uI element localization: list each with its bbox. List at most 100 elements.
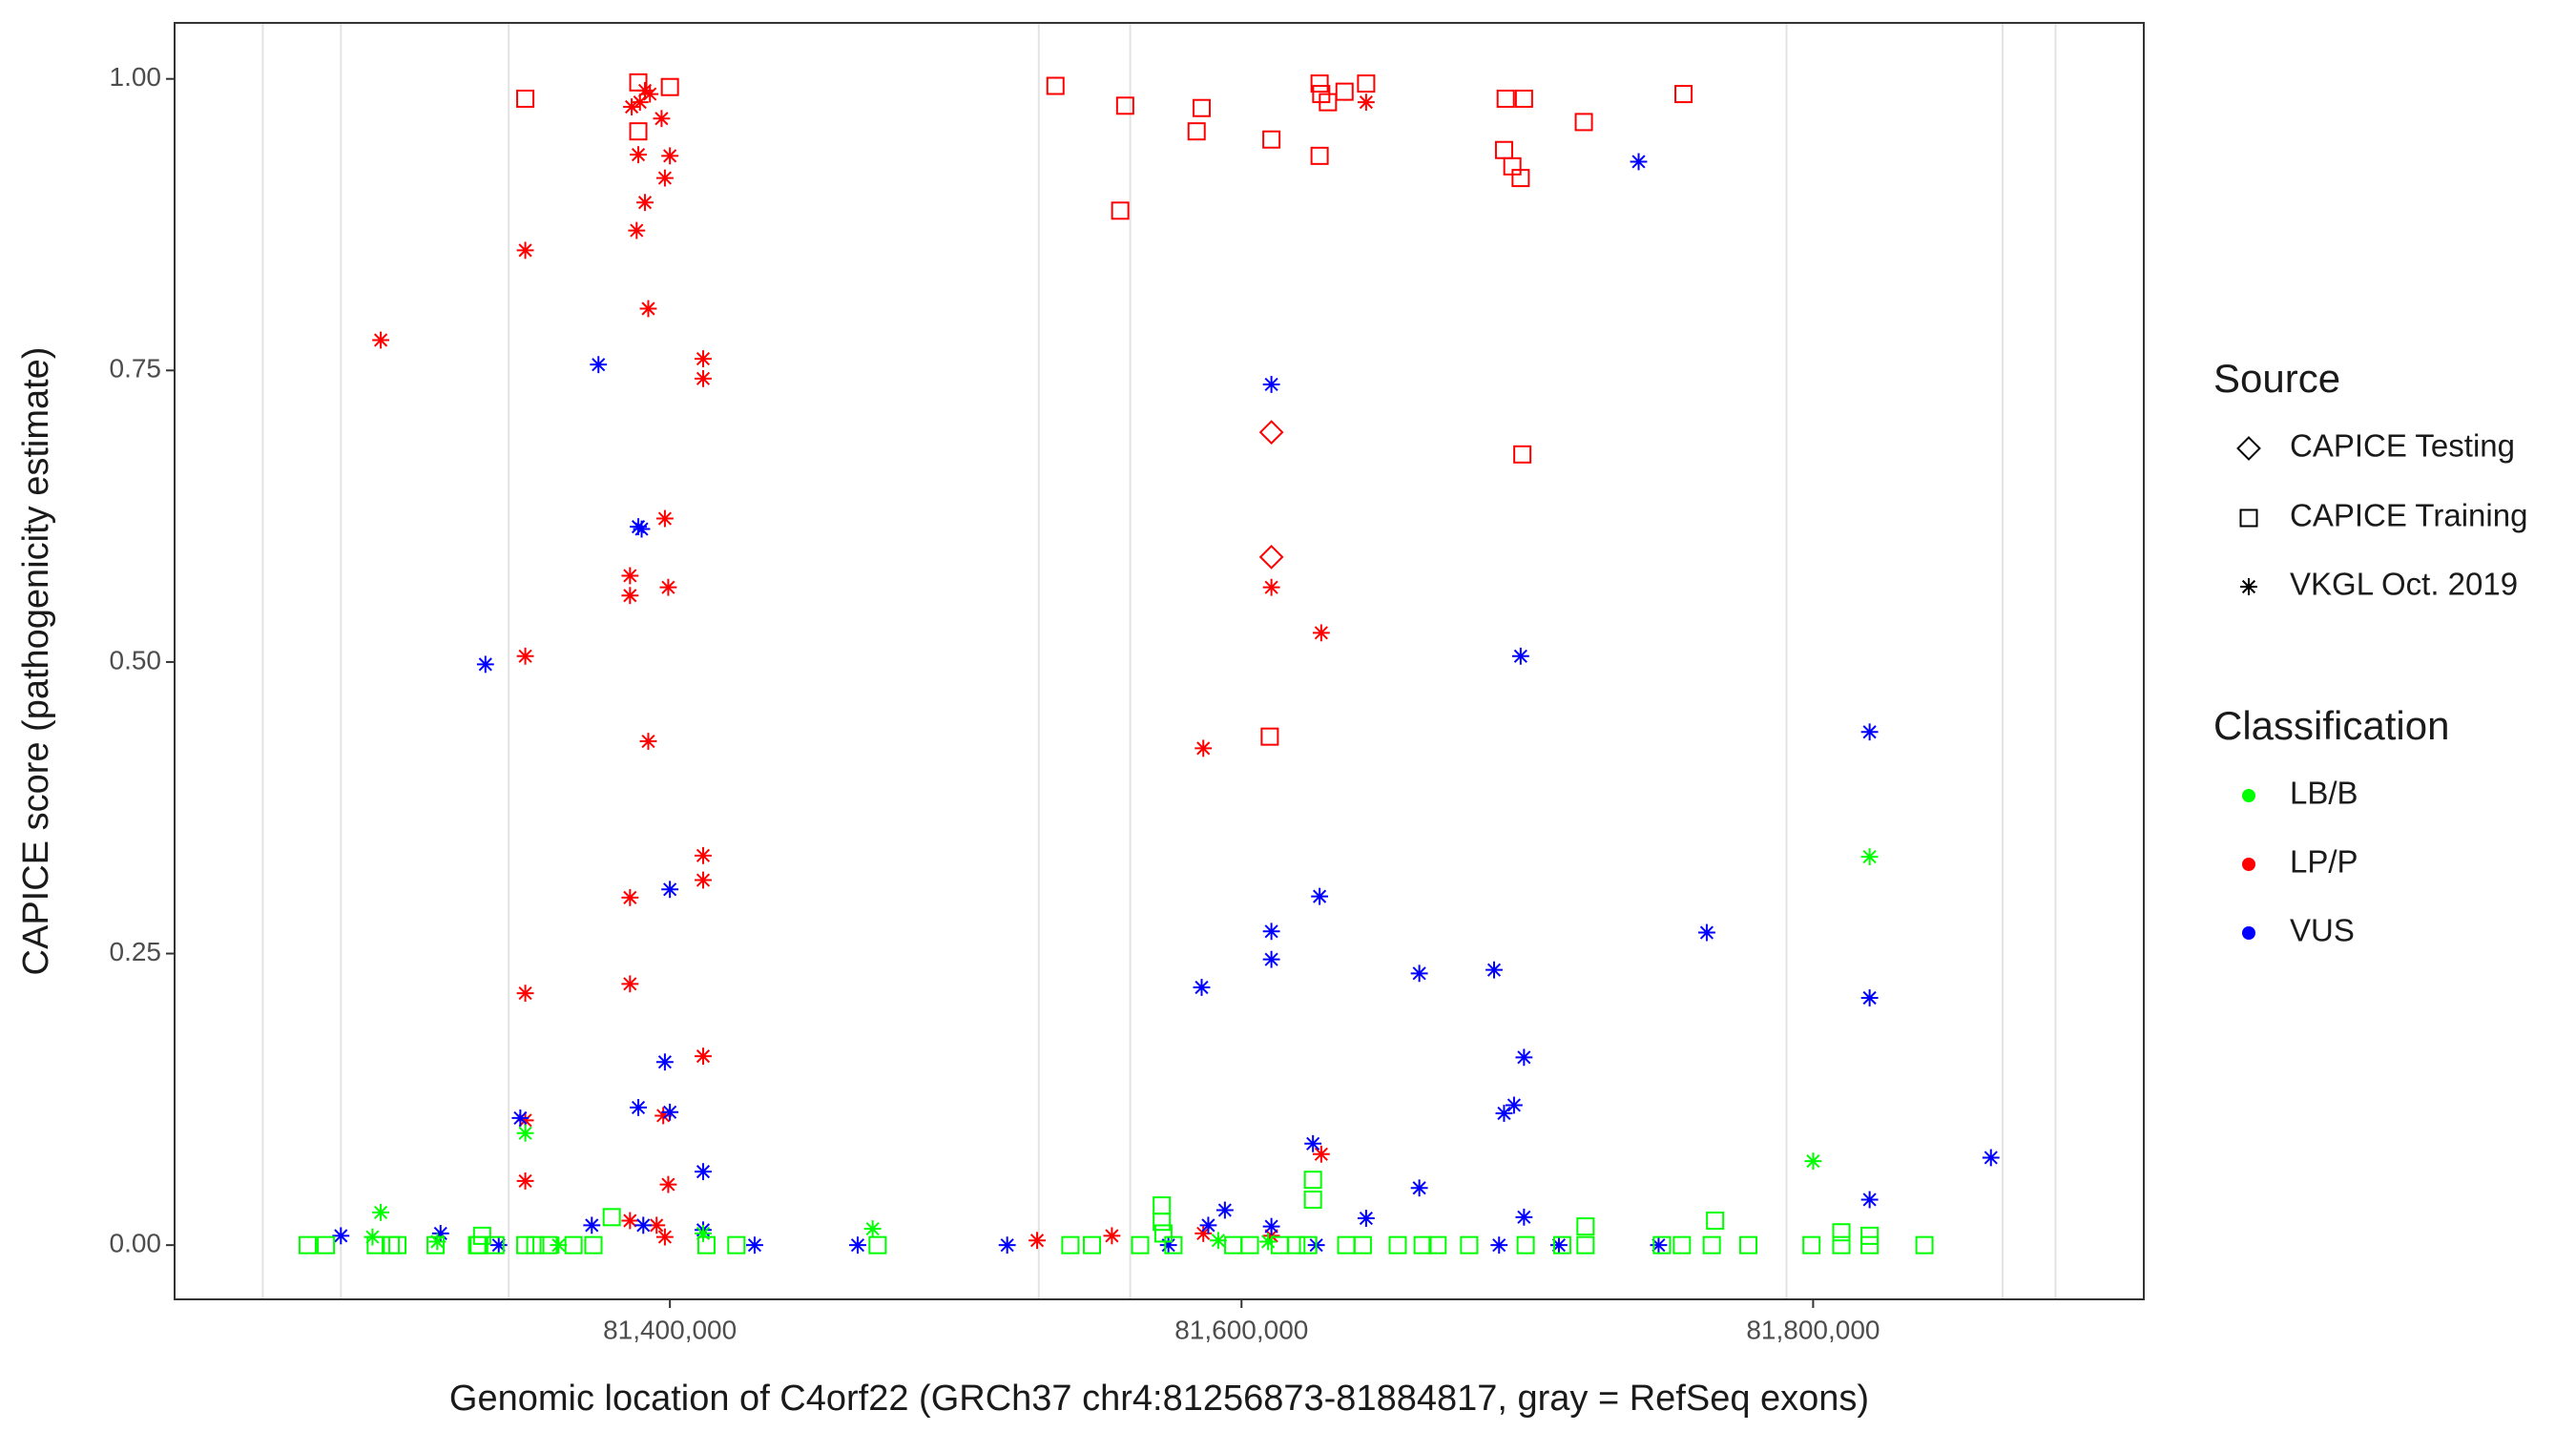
point: [863, 1220, 882, 1237]
point: [1310, 146, 1329, 165]
point: [1511, 169, 1530, 188]
asterisk-stroke: [1984, 1151, 1998, 1165]
point: [1357, 93, 1375, 112]
point: [1574, 113, 1593, 132]
asterisk-stroke: [1264, 924, 1278, 939]
asterisk-stroke: [1105, 1229, 1119, 1243]
asterisk-stroke: [1412, 1181, 1426, 1195]
asterisk-stroke: [513, 1110, 528, 1125]
point: [1576, 1235, 1595, 1255]
asterisk-stroke: [478, 657, 492, 672]
legend-symbol: [2240, 578, 2257, 595]
asterisk-stroke: [1264, 952, 1278, 966]
point: [1706, 1211, 1725, 1230]
point: [1490, 1236, 1508, 1255]
point: [1260, 727, 1279, 746]
y-tick-label: 0.00: [110, 1229, 162, 1258]
asterisk-stroke: [1486, 963, 1502, 977]
point: [1209, 1232, 1227, 1250]
point: [1516, 1235, 1535, 1255]
asterisk-stroke: [641, 734, 655, 749]
asterisk-stroke: [661, 580, 675, 594]
point: [636, 81, 654, 99]
point: [1262, 923, 1280, 941]
point: [1674, 85, 1693, 104]
asterisk-stroke: [518, 986, 532, 1001]
point: [366, 1235, 385, 1255]
point: [696, 1235, 716, 1255]
asterisk-stroke: [1359, 95, 1373, 110]
point: [695, 871, 712, 889]
x-tick-label: 81,600,000: [1174, 1315, 1308, 1344]
asterisk-stroke: [1264, 580, 1278, 594]
asterisk-stroke: [1211, 1234, 1225, 1248]
asterisk-stroke: [373, 333, 388, 347]
asterisk-stroke: [1497, 1106, 1511, 1121]
point: [1428, 1235, 1447, 1255]
point: [583, 1216, 601, 1234]
point: [1860, 848, 1879, 865]
point: [655, 169, 674, 187]
point: [516, 985, 534, 1003]
asterisk-stroke: [696, 873, 711, 887]
asterisk-stroke: [373, 1205, 388, 1220]
point: [1083, 1235, 1102, 1255]
x-tick-label: 81,400,000: [603, 1315, 737, 1344]
point: [633, 520, 651, 538]
point: [630, 146, 647, 164]
point: [1410, 964, 1428, 983]
point: [472, 1226, 491, 1245]
point: [639, 300, 657, 318]
point: [1832, 1223, 1851, 1242]
point: [1576, 1217, 1595, 1236]
asterisk-stroke: [1862, 849, 1877, 864]
point: [298, 1235, 317, 1255]
point: [1311, 887, 1329, 905]
asterisk-stroke: [518, 1173, 532, 1189]
point: [1335, 82, 1354, 101]
asterisk-stroke: [518, 1126, 532, 1140]
point: [1115, 96, 1134, 115]
legend-symbol: [2239, 508, 2258, 528]
point: [695, 369, 712, 387]
point: [590, 356, 608, 374]
asterisk-stroke: [1506, 1098, 1521, 1112]
point: [516, 241, 534, 259]
point: [1192, 98, 1211, 117]
point: [641, 85, 659, 103]
point: [489, 1236, 508, 1255]
asterisk-stroke: [1492, 1238, 1506, 1253]
point: [1860, 1226, 1880, 1245]
y-tick-label: 1.00: [110, 62, 162, 92]
point: [1652, 1235, 1672, 1255]
point: [1215, 1201, 1234, 1219]
point: [550, 1236, 568, 1255]
legend-label: LP/P: [2290, 844, 2358, 880]
asterisk-stroke: [1862, 990, 1877, 1006]
asterisk-stroke: [663, 1105, 677, 1119]
asterisk-stroke: [1306, 1136, 1320, 1151]
point: [317, 1235, 336, 1255]
asterisk-stroke: [1029, 1234, 1045, 1248]
asterisk-stroke: [641, 301, 655, 316]
point: [849, 1236, 866, 1255]
point: [1258, 420, 1284, 445]
exon-layer: [261, 23, 2057, 1299]
point: [746, 1236, 763, 1255]
asterisk-stroke: [1806, 1154, 1820, 1169]
y-axis-title: CAPICE score (pathogenicity estimate): [16, 347, 56, 976]
asterisk-stroke: [657, 511, 672, 526]
point: [1287, 1235, 1306, 1255]
point: [1193, 979, 1211, 996]
point: [1357, 1210, 1375, 1227]
point: [1303, 1190, 1322, 1209]
point: [659, 578, 677, 596]
point: [1832, 1235, 1851, 1255]
asterisk-stroke: [643, 87, 657, 101]
point: [1515, 1208, 1533, 1226]
point: [655, 1053, 674, 1071]
point: [998, 1236, 1016, 1255]
point: [1199, 1216, 1217, 1234]
point: [1860, 1191, 1879, 1209]
point: [1303, 1171, 1322, 1190]
